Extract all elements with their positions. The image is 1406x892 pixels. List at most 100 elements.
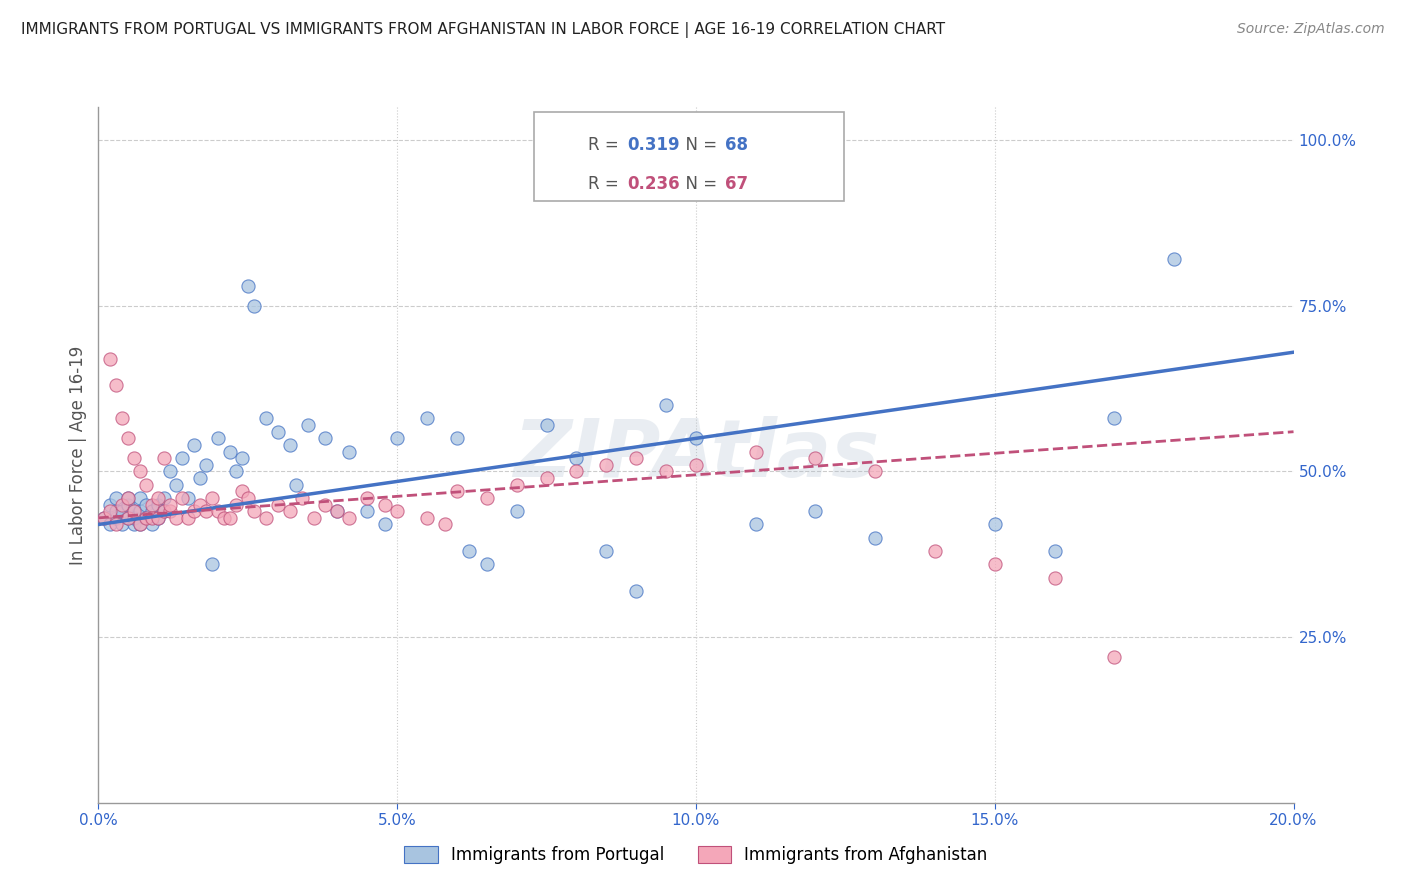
Point [188,471,211,485]
Point [1043,570,1066,584]
Point [1043,544,1066,558]
Point [356,491,378,505]
Legend: Immigrants from Portugal, Immigrants from Afghanistan: Immigrants from Portugal, Immigrants fro… [398,839,994,871]
Text: 67: 67 [725,175,748,193]
Point [129,504,152,518]
Point [129,517,152,532]
Point [291,491,314,505]
Text: N =: N = [675,136,723,153]
Point [98,498,122,512]
Point [141,517,163,532]
Point [153,451,176,466]
Point [254,411,277,425]
Point [865,531,887,545]
Point [172,491,194,505]
Point [434,517,457,532]
Point [148,498,170,512]
Text: 68: 68 [725,136,748,153]
Point [1104,650,1126,665]
Text: R =: R = [588,175,624,193]
Point [374,517,396,532]
Point [141,498,163,512]
Point [195,504,218,518]
Point [172,451,194,466]
Point [201,491,224,505]
Point [1104,411,1126,425]
Point [416,511,439,525]
Point [536,471,558,485]
Point [212,511,235,525]
Point [148,491,170,505]
Point [117,511,139,525]
Point [565,451,588,466]
Point [124,511,146,525]
Point [117,491,139,505]
Point [326,504,349,518]
Point [98,517,122,532]
Point [984,517,1007,532]
Point [153,504,176,518]
Point [207,431,229,445]
Point [804,504,827,518]
Point [183,438,205,452]
Point [117,431,139,445]
Point [124,451,146,466]
Text: Source: ZipAtlas.com: Source: ZipAtlas.com [1237,22,1385,37]
Point [177,491,200,505]
Point [278,504,301,518]
Text: N =: N = [675,175,723,193]
Point [231,451,253,466]
Point [374,498,396,512]
Point [595,544,617,558]
Point [219,511,242,525]
Point [655,398,678,412]
Text: 0.236: 0.236 [627,175,679,193]
Point [315,431,337,445]
Point [356,504,378,518]
Point [225,465,247,479]
Point [98,351,122,366]
Point [219,444,242,458]
Point [243,299,266,313]
Point [153,491,176,505]
Point [201,558,224,572]
Point [135,511,157,525]
Point [111,498,134,512]
Point [141,504,163,518]
Point [159,504,181,518]
Point [236,491,259,505]
Point [117,511,139,525]
Point [267,425,290,439]
Point [207,504,229,518]
Point [655,465,678,479]
Point [105,511,128,525]
Point [165,477,187,491]
Point [111,504,134,518]
Point [165,511,187,525]
Point [475,558,498,572]
Point [93,511,115,525]
Point [148,511,170,525]
Point [284,477,307,491]
Point [231,484,253,499]
Point [865,465,887,479]
Point [745,444,768,458]
Point [339,511,361,525]
Text: IMMIGRANTS FROM PORTUGAL VS IMMIGRANTS FROM AFGHANISTAN IN LABOR FORCE | AGE 16-: IMMIGRANTS FROM PORTUGAL VS IMMIGRANTS F… [21,22,945,38]
Point [111,517,134,532]
Point [506,504,529,518]
Point [315,498,337,512]
Point [105,378,128,392]
Point [124,504,146,518]
Point [302,511,325,525]
Point [254,511,277,525]
Point [804,451,827,466]
Point [297,418,319,433]
Point [595,458,617,472]
Point [98,504,122,518]
Point [117,498,139,512]
Point [159,465,181,479]
Point [745,517,768,532]
Point [475,491,498,505]
Point [339,444,361,458]
